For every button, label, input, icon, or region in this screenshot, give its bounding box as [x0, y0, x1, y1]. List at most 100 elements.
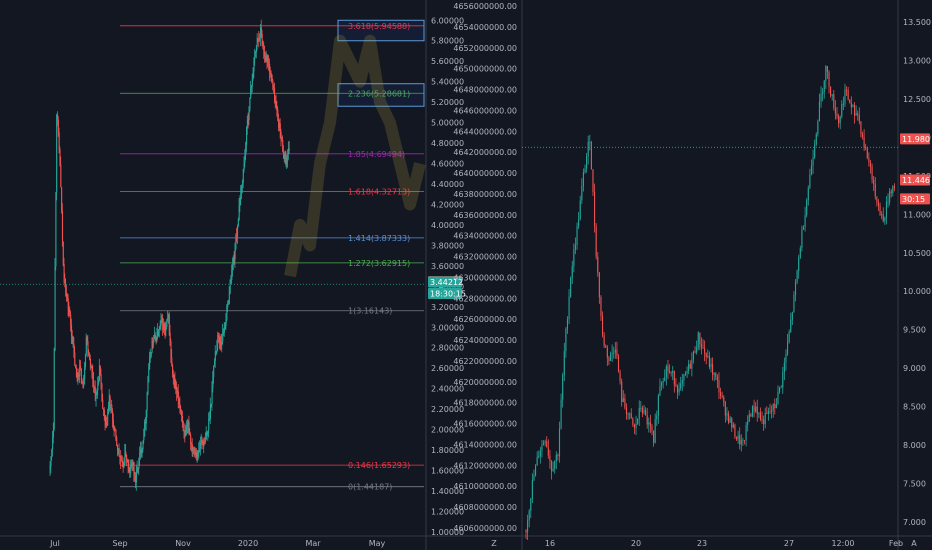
secondary-axis-tick-label: 4640000000.00 — [453, 169, 517, 178]
candle-body — [889, 191, 891, 202]
candle-body — [804, 215, 806, 227]
candle-body — [769, 411, 771, 413]
candle-body — [274, 101, 276, 103]
candle-body — [203, 441, 205, 447]
candle-body — [826, 66, 828, 72]
candle-body — [565, 328, 567, 352]
candle-body — [855, 113, 857, 116]
candle-body — [110, 404, 112, 406]
time-axis-tick-label: 2020 — [238, 539, 258, 548]
candle-body — [576, 226, 578, 245]
candle-body — [801, 229, 803, 249]
secondary-axis-tick-label: 4652000000.00 — [453, 44, 517, 53]
price-axis-tick-label: 7.500 — [903, 480, 926, 489]
price-axis-tick-label: 7.000 — [903, 518, 926, 527]
candle-body — [254, 51, 256, 60]
candle-body — [193, 449, 195, 451]
secondary-axis-tick-label: 4624000000.00 — [453, 336, 517, 345]
price-axis-tick-label: 9.000 — [903, 364, 926, 373]
auto-scale-icon[interactable]: A — [911, 539, 917, 548]
candle-body — [876, 196, 878, 203]
candle-body — [245, 144, 247, 156]
price-axis-tick-label: 10.000 — [903, 287, 931, 296]
candle-body — [785, 354, 787, 363]
candle-body — [288, 148, 290, 155]
candle-body — [136, 468, 138, 472]
candle-body — [874, 183, 876, 197]
candle-body — [185, 432, 187, 436]
candle-body — [267, 62, 269, 63]
candle-body — [138, 457, 140, 469]
candle-body — [179, 404, 181, 410]
candle-body — [560, 399, 562, 429]
secondary-price-axis[interactable]: 4656000000.00 4654000000.00 4652000000.00 4… — [453, 2, 517, 533]
chart-panel-2[interactable]: 13.50013.00012.50012.00011.50011.00010.5… — [522, 18, 931, 548]
price-axis-tick-label: 2.60000 — [431, 364, 464, 373]
candle-body — [708, 356, 710, 367]
candle-body — [774, 404, 776, 409]
candle-body — [686, 371, 688, 374]
candle-body — [101, 383, 103, 401]
candle-body — [221, 341, 223, 346]
chart-panel-1[interactable]: 3.618(5.94588) 2.236(5.28681) 1.85(4.69494… — [0, 16, 466, 548]
candle-body — [844, 89, 846, 104]
price-badge-text: 11.980 — [902, 135, 930, 144]
candle-body — [753, 406, 755, 412]
candle-body — [681, 380, 683, 384]
candle-body — [555, 455, 557, 462]
candle-body — [716, 376, 718, 381]
candle-body — [866, 148, 868, 159]
candle-body — [165, 326, 167, 331]
candle-body — [638, 407, 640, 419]
fibonacci-extension[interactable]: 3.618(5.94588) 2.236(5.28681) 1.85(4.69494… — [120, 19, 426, 492]
z-order-icon[interactable]: Z — [491, 539, 497, 548]
time-axis[interactable]: Jul Sep Nov 2020 Mar May — [49, 539, 385, 548]
candle-body — [794, 281, 797, 295]
fib-target-box-upper[interactable] — [337, 19, 425, 42]
candle-body — [584, 168, 586, 173]
price-axis-tick-label: 12.500 — [903, 95, 931, 104]
secondary-axis-tick-label: 4644000000.00 — [453, 127, 517, 136]
candle-body — [188, 421, 190, 434]
price-axis-tick-label: 4.00000 — [431, 221, 464, 230]
price-badge — [428, 276, 462, 288]
candle-body — [67, 298, 69, 309]
time-axis-tick-label: 27 — [784, 539, 794, 548]
candle-body — [727, 413, 730, 423]
candle-body — [139, 453, 141, 458]
candle-body — [106, 424, 108, 426]
candle-body — [823, 80, 825, 93]
candle-body — [244, 155, 246, 163]
price-axis[interactable]: 6.00000 5.80000 5.60000 5.40000 5.20000 5.000… — [431, 16, 464, 537]
candle-body — [790, 319, 792, 332]
secondary-axis-tick-label: 4634000000.00 — [453, 232, 517, 241]
candle-body — [600, 297, 602, 317]
candle-body — [84, 367, 86, 380]
candle-body — [91, 366, 93, 372]
candle-body — [93, 380, 95, 387]
time-axis[interactable]: 16 20 23 27 12:00 Feb — [545, 539, 903, 548]
time-axis-tick-label: May — [369, 539, 386, 548]
candle-body — [806, 200, 808, 216]
candle-body — [772, 404, 774, 411]
candle-body — [173, 377, 175, 381]
secondary-axis-tick-label: 4612000000.00 — [453, 461, 517, 470]
price-axis-tick-label: 4.60000 — [431, 160, 464, 169]
candle-series[interactable] — [525, 65, 895, 541]
time-axis-tick-label: Sep — [112, 539, 127, 548]
candle-body — [157, 331, 159, 337]
candle-series[interactable] — [49, 19, 290, 491]
price-badge-text: 11.446 — [902, 176, 930, 185]
candle-body — [751, 406, 754, 417]
candle-body — [164, 329, 166, 331]
candle-body — [144, 421, 146, 437]
candle-body — [223, 331, 225, 333]
candle-body — [675, 384, 677, 387]
candle-body — [869, 162, 872, 167]
candle-body — [219, 337, 221, 342]
secondary-axis-tick-label: 4650000000.00 — [453, 65, 517, 74]
candle-body — [594, 191, 596, 226]
fib-target-box-lower[interactable] — [337, 83, 425, 107]
candle-body — [252, 71, 254, 79]
